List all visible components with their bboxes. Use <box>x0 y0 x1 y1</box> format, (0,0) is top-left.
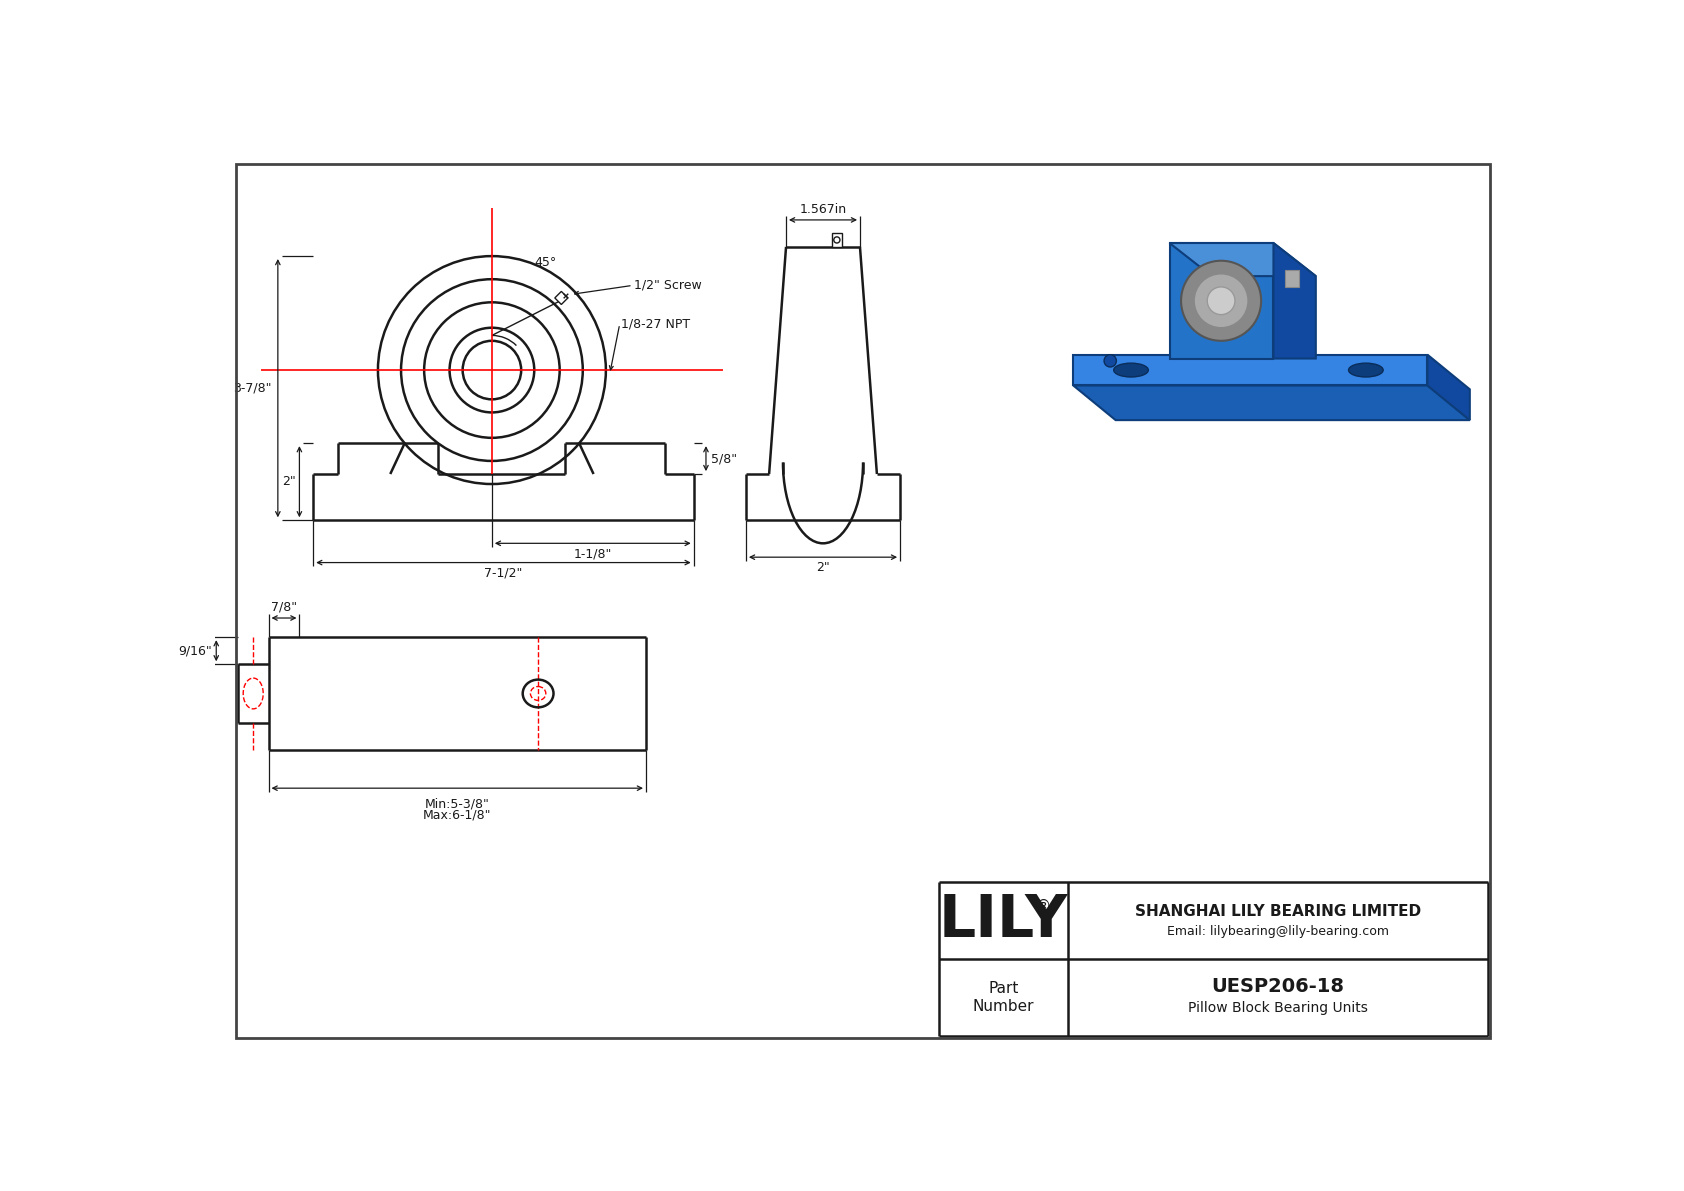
Polygon shape <box>1428 355 1470 420</box>
Ellipse shape <box>1113 363 1148 378</box>
Text: 45°: 45° <box>534 256 556 269</box>
Circle shape <box>1180 261 1261 341</box>
Text: ®: ® <box>1036 899 1051 915</box>
Text: UESP206-18: UESP206-18 <box>1211 978 1344 997</box>
Bar <box>1285 270 1298 287</box>
Text: Part
Number: Part Number <box>972 981 1034 1014</box>
Bar <box>832 233 842 247</box>
Text: 2": 2" <box>281 475 296 488</box>
Polygon shape <box>1073 386 1470 420</box>
Ellipse shape <box>1349 363 1383 378</box>
Text: 9/16": 9/16" <box>179 644 212 657</box>
Text: 1-1/8": 1-1/8" <box>574 548 611 561</box>
Circle shape <box>1194 274 1248 328</box>
Text: 1/8-27 NPT: 1/8-27 NPT <box>621 317 690 330</box>
Text: 7/8": 7/8" <box>271 600 296 613</box>
Circle shape <box>1207 287 1234 314</box>
Text: Pillow Block Bearing Units: Pillow Block Bearing Units <box>1189 1002 1367 1016</box>
Text: 7-1/2": 7-1/2" <box>485 567 522 580</box>
Circle shape <box>834 237 840 243</box>
Text: 1.567in: 1.567in <box>800 202 847 216</box>
Text: 1/2" Screw: 1/2" Screw <box>635 279 702 292</box>
Text: 2": 2" <box>817 561 830 574</box>
Text: 5/8": 5/8" <box>711 453 736 466</box>
Circle shape <box>1105 355 1116 367</box>
Polygon shape <box>1169 243 1315 276</box>
Bar <box>554 292 568 305</box>
Text: Email: lilybearing@lily-bearing.com: Email: lilybearing@lily-bearing.com <box>1167 925 1389 937</box>
Text: LILY: LILY <box>938 892 1068 949</box>
Text: SHANGHAI LILY BEARING LIMITED: SHANGHAI LILY BEARING LIMITED <box>1135 904 1421 919</box>
Polygon shape <box>1073 355 1428 386</box>
Polygon shape <box>1169 243 1273 358</box>
Text: 3-7/8": 3-7/8" <box>232 381 271 394</box>
Text: Min:5-3/8": Min:5-3/8" <box>424 798 490 810</box>
Text: Max:6-1/8": Max:6-1/8" <box>423 809 492 822</box>
Polygon shape <box>1273 243 1315 358</box>
